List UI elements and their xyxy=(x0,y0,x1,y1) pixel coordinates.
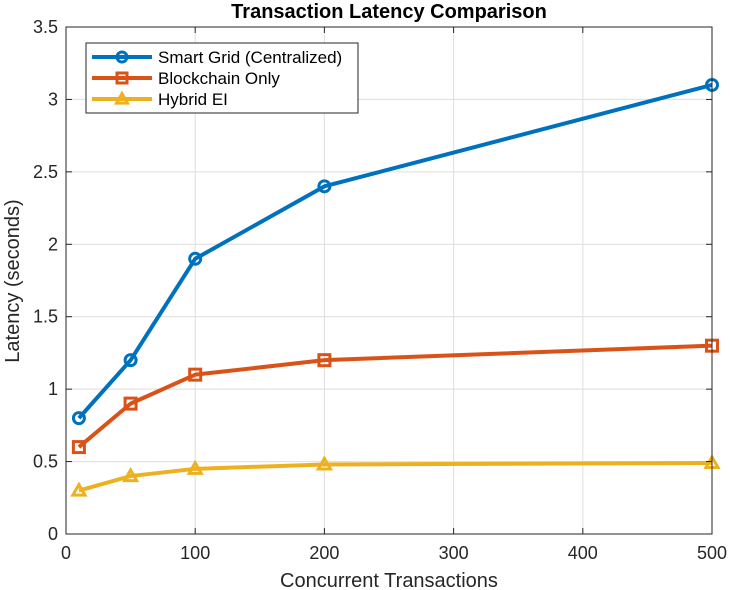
legend-label: Smart Grid (Centralized) xyxy=(158,48,342,67)
x-axis-label: Concurrent Transactions xyxy=(280,570,498,590)
data-point xyxy=(70,481,88,497)
y-tick-label: 1.5 xyxy=(33,307,58,327)
y-tick-label: 2 xyxy=(48,234,58,254)
y-tick-label: 1 xyxy=(48,379,58,399)
y-tick-label: 2.5 xyxy=(33,162,58,182)
grid xyxy=(66,27,712,534)
series-line xyxy=(78,461,713,493)
plot-border xyxy=(65,26,713,535)
legend-entry: Blockchain Only xyxy=(92,69,280,88)
series-1 xyxy=(71,338,719,455)
data-point xyxy=(317,353,332,368)
y-tick-label: 0.5 xyxy=(33,452,58,472)
x-tick-label: 200 xyxy=(309,543,339,563)
x-tick-label: 0 xyxy=(61,543,71,563)
y-tick-label: 0 xyxy=(48,524,58,544)
series-line xyxy=(77,83,713,420)
legend-label: Blockchain Only xyxy=(158,69,280,88)
tick-labels: 0 100 200 300 400 500 0 0.5 1 1.5 2 2.5 3 3.5 xyxy=(33,17,727,563)
y-tick-label: 3 xyxy=(48,89,58,109)
legend-marker xyxy=(115,71,129,85)
series-line xyxy=(77,343,713,449)
legend-marker xyxy=(115,50,129,64)
y-axis-label: Latency (seconds) xyxy=(2,199,24,362)
legend-marker xyxy=(113,90,131,105)
legend-entry: Hybrid EI xyxy=(92,90,228,109)
data-point xyxy=(188,367,203,382)
data-point xyxy=(315,455,334,471)
y-tick-label: 3.5 xyxy=(33,17,58,37)
series-layer xyxy=(70,77,721,497)
legend: Smart Grid (Centralized) Blockchain Only H… xyxy=(85,42,359,114)
axes-frame xyxy=(65,26,713,535)
series-2 xyxy=(70,453,721,497)
x-tick-label: 400 xyxy=(568,543,598,563)
data-point xyxy=(71,411,86,426)
legend-label: Hybrid EI xyxy=(158,90,228,109)
chart-title: Transaction Latency Comparison xyxy=(231,1,547,23)
data-point xyxy=(186,459,204,475)
x-tick-label: 500 xyxy=(697,543,727,563)
data-point xyxy=(317,179,332,194)
x-tick-label: 300 xyxy=(439,543,469,563)
data-point xyxy=(188,251,203,266)
data-point xyxy=(121,466,140,483)
data-point xyxy=(123,396,138,411)
legend-entry: Smart Grid (Centralized) xyxy=(92,48,342,67)
data-point xyxy=(71,440,86,455)
data-point xyxy=(123,353,138,368)
x-tick-label: 100 xyxy=(180,543,210,563)
